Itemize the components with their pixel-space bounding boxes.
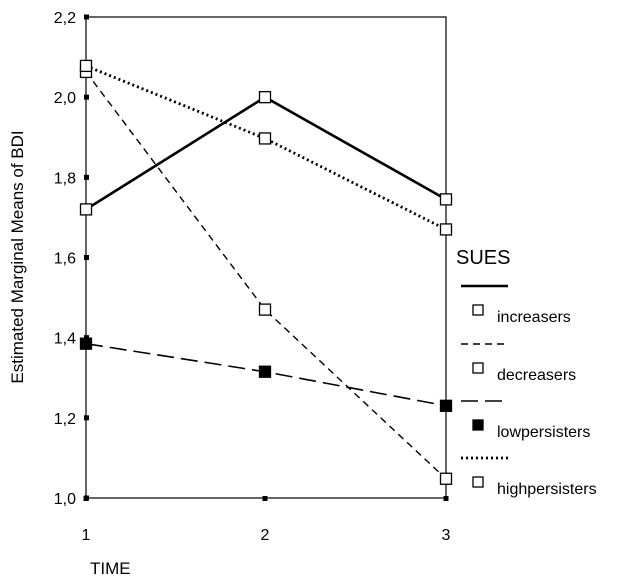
y-tick-label: 1,4 [54,331,76,348]
legend-label: decreasers [497,367,576,384]
x-tick-label: 3 [442,527,451,544]
legend-marker [472,476,484,488]
legend-label: highpersisters [497,481,597,498]
legend-marker [472,419,484,431]
x-tick-mark [443,496,449,501]
series-lowpersisters [79,337,453,412]
x-tick-mark [83,496,89,501]
y-tick-label: 2,0 [54,90,76,107]
data-point [258,132,272,145]
legend-item-increasers: increasers [461,284,571,326]
legend-marker [472,304,484,316]
series-line [85,95,447,211]
data-point [79,59,93,73]
series-highpersisters [79,59,453,236]
legend-item-decreasers: decreasers [461,343,576,384]
data-point [79,337,93,350]
series-layer [79,59,453,485]
plot-frame [85,16,447,499]
series-increasers [79,91,453,216]
series-line [85,64,447,231]
x-tick-mark [262,496,268,501]
y-tick-mark [84,415,89,421]
legend-title: SUES [456,247,510,269]
y-tick-mark [84,174,89,180]
series-decreasers [79,65,453,485]
data-point [258,91,272,104]
legend-label: lowpersisters [497,424,590,441]
plot-border [85,16,447,499]
y-axis: 1,0 1,2 1,4 1,6 1,8 2,0 2,2 [54,10,89,508]
data-point [439,472,453,485]
y-tick-mark [84,14,89,20]
y-tick-label: 1,6 [54,251,76,268]
legend-item-lowpersisters: lowpersisters [461,400,590,441]
x-axis: 1 2 3 [82,496,451,544]
y-tick-mark [84,94,89,100]
x-tick-label: 1 [82,527,91,544]
data-point [439,223,453,236]
legend-marker [472,362,484,374]
legend-label: increasers [497,309,571,326]
x-tick-label: 2 [261,527,270,544]
y-tick-label: 1,0 [54,491,76,508]
y-axis-title: Estimated Marginal Means of BDI [8,130,27,383]
y-tick-label: 1,2 [54,411,76,428]
x-axis-title: TIME [90,559,131,578]
data-point [258,303,272,316]
data-point [439,193,453,206]
data-point [258,365,272,378]
data-point [439,399,453,412]
y-tick-mark [84,255,89,260]
legend-item-highpersisters: highpersisters [461,456,597,498]
y-tick-label: 1,8 [54,170,76,187]
y-tick-label: 2,2 [54,10,76,27]
series-line [85,71,447,480]
data-point [79,203,93,216]
legend: SUES increasers decreasers lowpersisters hi… [456,247,597,498]
